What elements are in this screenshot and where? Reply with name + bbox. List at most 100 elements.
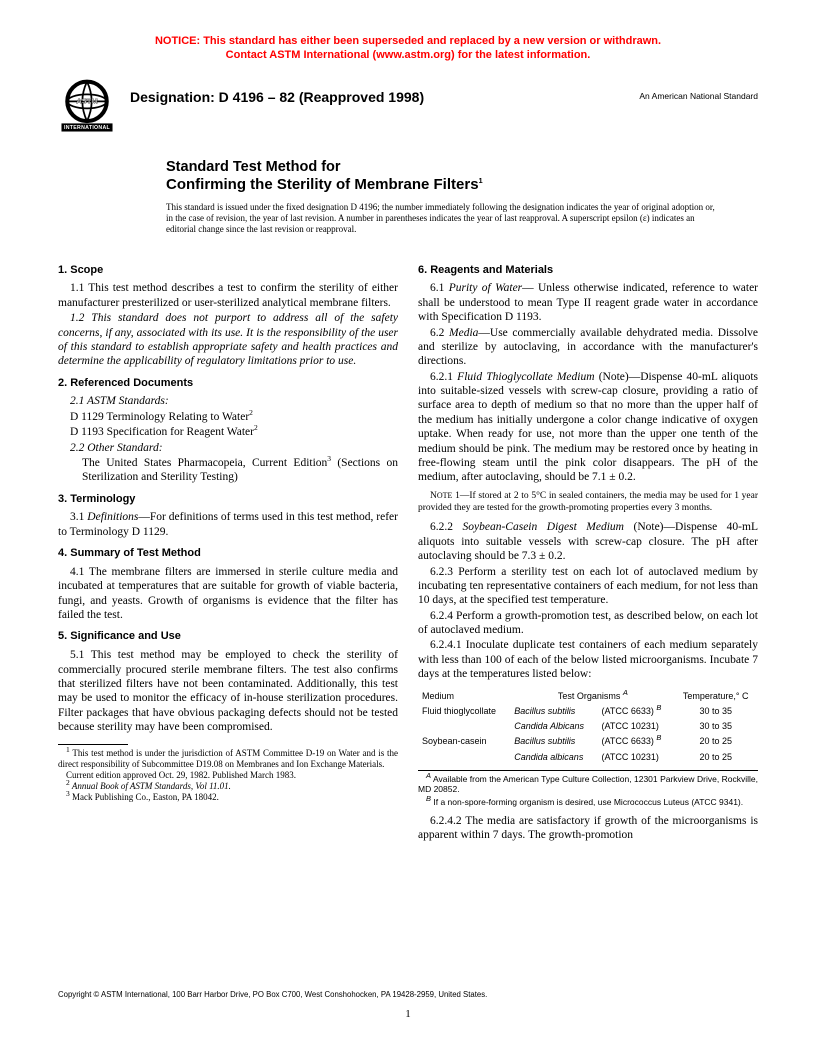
page-number: 1: [0, 1008, 816, 1022]
para-1-2: 1.2 This standard does not purport to ad…: [58, 311, 398, 369]
astm-logo-icon: ASTM INTERNATIONAL: [58, 77, 116, 135]
table-footnote-a: A Available from the American Type Cultu…: [418, 774, 758, 795]
td-t: 20 to 25: [675, 751, 756, 764]
p621i: Fluid Thioglycollate Medium: [457, 371, 594, 383]
table-bottom-rule: [418, 770, 758, 771]
table-header-row: Medium Test Organisms A Temperature,° C: [420, 690, 756, 703]
p62a: 6.2: [430, 327, 449, 339]
para-2-2-text: 2.2 Other Standard:: [70, 442, 163, 454]
td-a-sup: B: [656, 733, 661, 742]
th-organisms: Test Organisms A: [512, 690, 673, 703]
section-2-head: 2. Referenced Documents: [58, 377, 398, 391]
ref-usp: The United States Pharmacopeia, Current …: [82, 456, 398, 485]
para-5-1: 5.1 This test method may be employed to …: [58, 648, 398, 734]
copyright: Copyright © ASTM International, 100 Barr…: [58, 990, 758, 1000]
para-2-1: 2.1 ASTM Standards:: [58, 394, 398, 408]
notice-banner: NOTICE: This standard has either been su…: [58, 34, 758, 63]
th-temp: Temperature,° C: [675, 690, 756, 703]
ansi-label: An American National Standard: [639, 77, 758, 102]
notice-line1: NOTICE: This standard has either been su…: [155, 35, 661, 47]
p31i: Definitions: [87, 511, 138, 523]
para-6-2: 6.2 Media—Use commercially available deh…: [418, 326, 758, 369]
fn3-text: Mack Publishing Co., Easton, PA 18042.: [70, 792, 219, 802]
p62i: Media: [449, 327, 478, 339]
title-text: Confirming the Sterility of Membrane Fil…: [166, 176, 479, 193]
ref-d1193-text: D 1193 Specification for Reagent Water: [70, 426, 254, 438]
p622a: 6.2.2: [430, 521, 463, 533]
p621a: 6.2.1: [430, 371, 457, 383]
p61i: Purity of Water: [449, 282, 522, 294]
td-o: Candida albicans: [512, 751, 597, 764]
th-org-text: Test Organisms: [558, 691, 621, 701]
footnote-1b: Current edition approved Oct. 29, 1982. …: [58, 770, 398, 781]
para-6-2-4-2: 6.2.4.2 The media are satisfactory if gr…: [418, 814, 758, 843]
td-m: Fluid thioglycollate: [420, 705, 510, 718]
td-a: (ATCC 6633) B: [600, 705, 674, 718]
p61a: 6.1: [430, 282, 449, 294]
svg-text:INTERNATIONAL: INTERNATIONAL: [64, 125, 111, 131]
td-t: 20 to 25: [675, 735, 756, 748]
td-a: (ATCC 6633) B: [600, 735, 674, 748]
footnote-1: 1 This test method is under the jurisdic…: [58, 748, 398, 770]
para-6-2-2: 6.2.2 Soybean-Casein Digest Medium (Note…: [418, 520, 758, 563]
para-6-2-3: 6.2.3 Perform a sterility test on each l…: [418, 565, 758, 608]
ref-d1193-sup: 2: [254, 423, 258, 432]
ref-d1129-text: D 1129 Terminology Relating to Water: [70, 411, 249, 423]
notice-line2: Contact ASTM International (www.astm.org…: [226, 49, 591, 61]
table-row: Soybean-caseinBacillus subtilis(ATCC 663…: [420, 735, 756, 748]
note-1: NOTE 1—If stored at 2 to 5°C in sealed c…: [418, 491, 758, 515]
organism-table: Medium Test Organisms A Temperature,° C …: [418, 688, 758, 766]
para-3-1: 3.1 Definitions—For definitions of terms…: [58, 510, 398, 539]
para-4-1: 4.1 The membrane filters are immersed in…: [58, 565, 398, 623]
para-2-2: 2.2 Other Standard:: [58, 441, 398, 455]
th-org-sup: A: [623, 688, 628, 697]
td-m: [420, 720, 510, 733]
table-row: Candida albicans (ATCC 10231) 20 to 25: [420, 751, 756, 764]
table-row: Fluid thioglycollateBacillus subtilis(AT…: [420, 705, 756, 718]
td-a-text: (ATCC 10231): [602, 752, 659, 762]
footnote-2: 2 Annual Book of ASTM Standards, Vol 11.…: [58, 781, 398, 792]
footnote-3: 3 Mack Publishing Co., Easton, PA 18042.: [58, 792, 398, 803]
designation: Designation: D 4196 – 82 (Reapproved 199…: [130, 77, 625, 107]
tfB-text: If a non-spore-forming organism is desir…: [431, 797, 743, 807]
body-columns: 1. Scope 1.1 This test method describes …: [58, 256, 758, 901]
para-6-2-4-1: 6.2.4.1 Inoculate duplicate test contain…: [418, 638, 758, 681]
fn1-text: This test method is under the jurisdicti…: [58, 748, 398, 769]
p622i: Soybean-Casein Digest Medium: [463, 521, 624, 533]
p621b: (Note)—Dispense 40-mL aliquots into suit…: [418, 371, 758, 484]
section-3-head: 3. Terminology: [58, 493, 398, 507]
title-main: Confirming the Sterility of Membrane Fil…: [166, 176, 758, 194]
td-a-text: (ATCC 6633): [602, 736, 654, 746]
issue-note: This standard is issued under the fixed …: [166, 202, 718, 236]
td-t: 30 to 35: [675, 720, 756, 733]
title-prefix: Standard Test Method for: [166, 159, 758, 176]
table-row: Candida Albicans (ATCC 10231) 30 to 35: [420, 720, 756, 733]
th-medium: Medium: [420, 690, 510, 703]
header: ASTM INTERNATIONAL Designation: D 4196 –…: [58, 77, 758, 135]
para-2-1-text: 2.1 ASTM Standards:: [70, 395, 169, 407]
note-1-text: If stored at 2 to 5°C in sealed containe…: [418, 491, 758, 513]
para-6-2-1: 6.2.1 Fluid Thioglycollate Medium (Note)…: [418, 370, 758, 485]
td-t: 30 to 35: [675, 705, 756, 718]
td-o: Candida Albicans: [512, 720, 597, 733]
section-5-head: 5. Significance and Use: [58, 630, 398, 644]
para-6-2-4: 6.2.4 Perform a growth-promotion test, a…: [418, 609, 758, 638]
td-m: Soybean-casein: [420, 735, 510, 748]
td-a-text: (ATCC 10231): [602, 721, 659, 731]
section-6-head: 6. Reagents and Materials: [418, 264, 758, 278]
ref-d1193: D 1193 Specification for Reagent Water2: [70, 425, 398, 439]
td-a: (ATCC 10231): [600, 720, 674, 733]
section-1-head: 1. Scope: [58, 264, 398, 278]
td-a: (ATCC 10231): [600, 751, 674, 764]
td-m: [420, 751, 510, 764]
ref-d1129: D 1129 Terminology Relating to Water2: [70, 410, 398, 424]
td-a-sup: B: [656, 703, 661, 712]
section-4-head: 4. Summary of Test Method: [58, 547, 398, 561]
p31a: 3.1: [70, 511, 87, 523]
tfA-text: Available from the American Type Culture…: [418, 774, 758, 795]
ref-d1129-sup: 2: [249, 408, 253, 417]
ref-usp-text: The United States Pharmacopeia, Current …: [82, 457, 327, 469]
para-6-1: 6.1 Purity of Water— Unless otherwise in…: [418, 281, 758, 324]
td-o: Bacillus subtilis: [512, 705, 597, 718]
para-1-1: 1.1 This test method describes a test to…: [58, 281, 398, 310]
